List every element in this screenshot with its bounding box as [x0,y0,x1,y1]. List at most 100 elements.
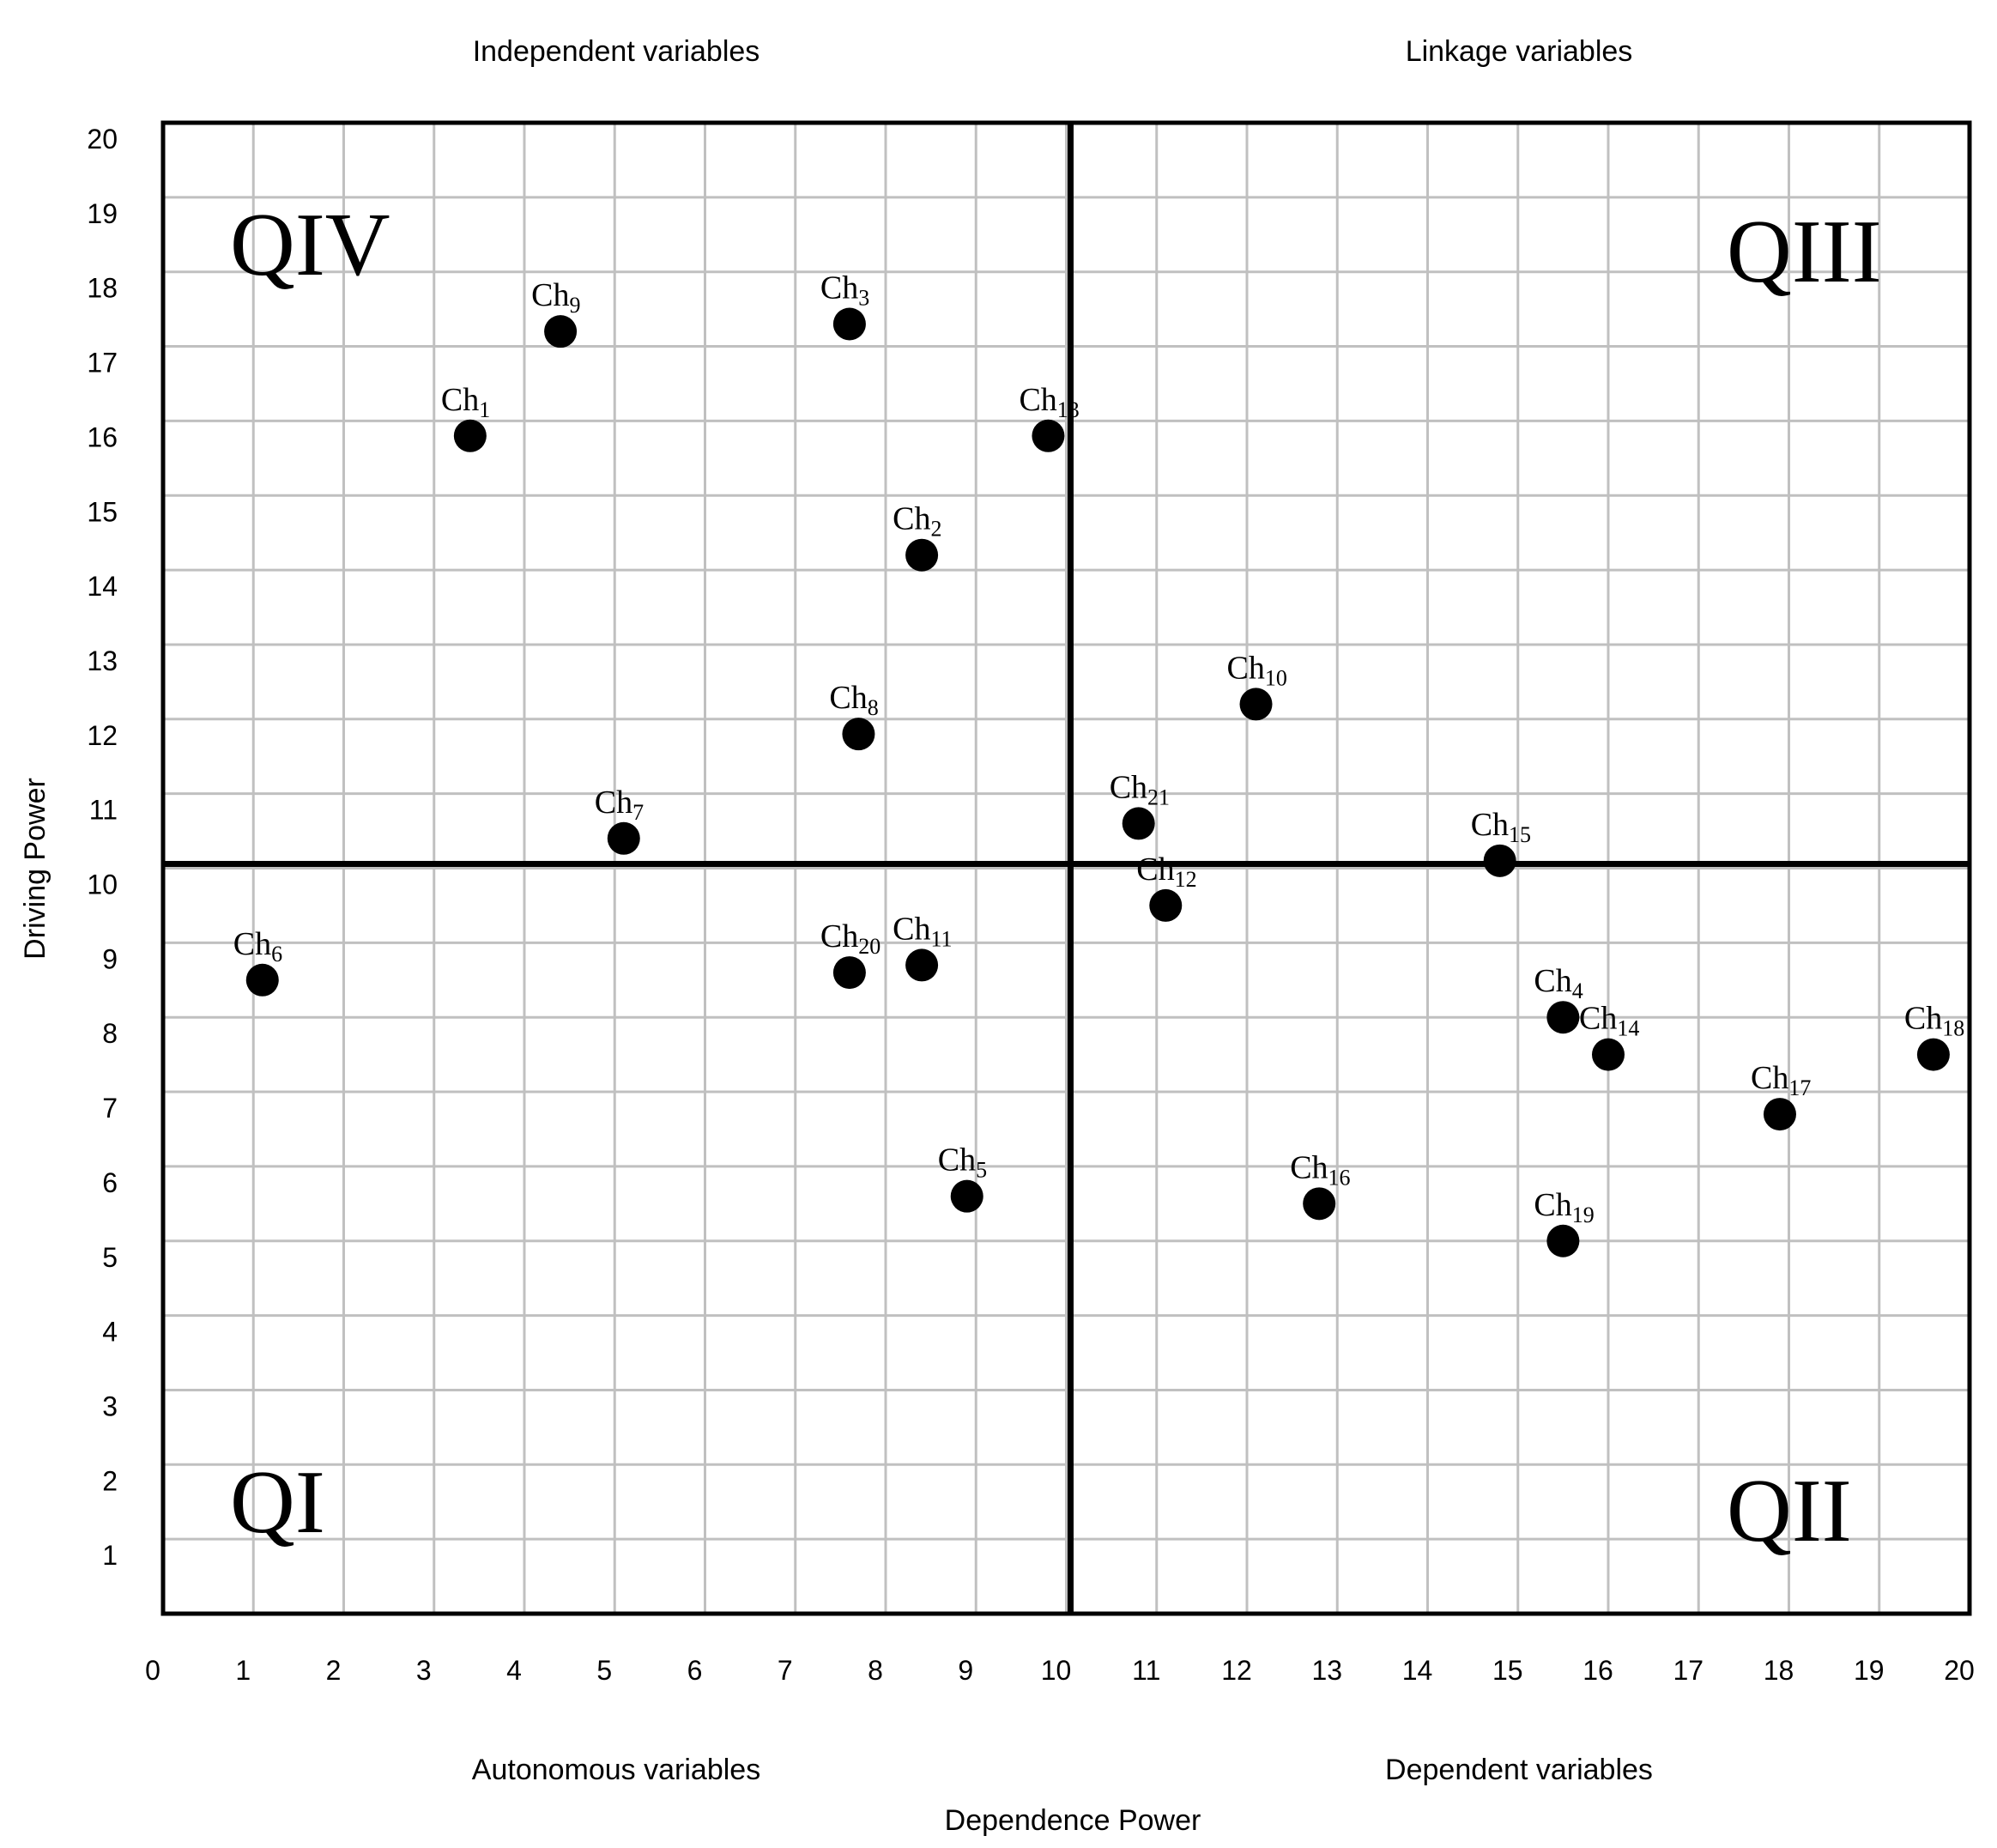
data-point-label: Ch5 [938,1142,987,1183]
x-axis-title: Dependence Power [945,1804,1201,1837]
data-point-label-subscript: 1 [479,397,490,422]
y-tick-label: 3 [102,1391,118,1421]
data-point-label: Ch18 [1904,1001,1964,1041]
data-point-label: Ch4 [1534,963,1582,1003]
data-point [1483,844,1516,877]
data-point-label: Ch6 [233,926,282,966]
data-point-label-subscript: 17 [1788,1075,1811,1100]
y-tick-label: 19 [87,198,118,229]
x-tick-label: 14 [1402,1655,1433,1686]
y-tick-label: 15 [87,496,118,527]
x-tick-labels: 0 1 2 3 4 5 6 7 8 9 10 11 12 13 14 15 16 17 18 19 20 [145,1655,1975,1686]
y-tick-label: 1 [102,1540,118,1571]
data-point [950,1179,983,1213]
data-point-label: Ch14 [1579,1001,1639,1041]
data-point-label: Ch2 [893,501,941,542]
y-axis-title: Driving Power [19,778,51,960]
data-point-label-subscript: 2 [930,517,941,542]
region-label-autonomous: Autonomous variables [472,1754,760,1786]
data-point-label-subscript: 6 [271,942,282,966]
data-point-label: Ch21 [1110,769,1170,809]
data-point [1122,807,1155,840]
data-point-label-subscript: 20 [858,934,880,959]
data-point [607,821,640,855]
grid [163,123,1970,1614]
region-label-linkage: Linkage variables [1406,35,1633,68]
quadrant-label-qiii: QIII [1727,201,1882,301]
data-point-label-subscript: 15 [1509,822,1531,847]
data-point-label-subscript: 7 [632,800,644,825]
x-tick-label: 5 [596,1655,612,1686]
data-point-label-subscript: 4 [1572,979,1583,1003]
data-point [245,963,279,997]
data-point-label: Ch12 [1136,851,1196,892]
region-label-independent: Independent variables [473,35,760,68]
y-tick-label: 9 [102,943,118,974]
x-tick-label: 4 [506,1655,522,1686]
y-tick-label: 16 [87,421,118,452]
y-tick-label: 14 [87,571,118,602]
data-point [1592,1038,1625,1071]
data-point-label-subscript: 21 [1147,785,1170,809]
data-point-label: Ch10 [1227,650,1287,690]
data-point-label: Ch1 [441,382,490,422]
data-point-label: Ch17 [1751,1060,1811,1100]
data-point-label-subscript: 5 [976,1158,987,1183]
x-tick-label: 18 [1764,1655,1794,1686]
data-point-label: Ch8 [829,680,878,720]
data-point-label-subscript: 8 [868,695,879,720]
y-tick-label: 17 [87,348,118,379]
data-point [905,948,939,982]
data-point [1303,1187,1336,1221]
x-tick-label: 2 [326,1655,342,1686]
data-point [842,718,875,751]
data-point-label-subscript: 19 [1572,1203,1595,1227]
data-point [544,315,578,348]
data-point [1916,1038,1950,1071]
data-point-label-subscript: 9 [569,293,580,318]
y-tick-label: 11 [89,795,118,826]
x-tick-label: 13 [1311,1655,1342,1686]
data-point [1546,1001,1580,1034]
data-point-label: Ch3 [820,270,869,310]
data-point [1149,888,1183,922]
data-point-label: Ch16 [1290,1149,1350,1190]
x-tick-label: 20 [1944,1655,1975,1686]
data-point [832,956,866,990]
data-point-label-subscript: 3 [858,285,869,310]
data-point-label: Ch11 [893,911,952,951]
y-tick-label: 18 [87,273,118,304]
x-tick-label: 11 [1132,1655,1160,1686]
x-tick-label: 17 [1673,1655,1704,1686]
x-tick-label: 3 [416,1655,432,1686]
data-point-label-subscript: 12 [1175,867,1197,892]
x-tick-label: 9 [958,1655,973,1686]
data-point-label: Ch15 [1471,807,1531,847]
plot-frame [160,120,1972,1616]
data-points: Ch1 Ch2 Ch3 Ch4 Ch5 Ch6 Ch7 Ch8 Ch9 Ch10 Ch11 Ch12 C… [233,270,1964,1257]
region-label-dependent: Dependent variables [1385,1754,1653,1786]
y-tick-label: 5 [102,1242,118,1273]
y-tick-label: 4 [102,1317,118,1348]
y-tick-label: 8 [102,1018,118,1049]
y-tick-label: 12 [87,720,118,751]
quadrant-label-qiv: QIV [230,194,390,294]
x-tick-label: 0 [145,1655,160,1686]
data-point-label-subscript: 11 [930,926,952,951]
data-point-label-subscript: 14 [1617,1016,1639,1041]
data-point [1763,1098,1796,1131]
x-tick-label: 7 [778,1655,793,1686]
data-point [1546,1224,1580,1257]
x-tick-label: 15 [1492,1655,1523,1686]
data-point-label-subscript: 16 [1328,1165,1351,1190]
y-tick-label: 20 [87,124,118,155]
quadrant-label-qii: QII [1727,1460,1852,1560]
data-point [905,538,939,572]
data-point-label: Ch19 [1534,1187,1594,1227]
data-point-label: Ch9 [531,277,580,318]
x-tick-label: 19 [1854,1655,1885,1686]
y-tick-label: 2 [102,1465,118,1496]
data-point [453,419,487,452]
